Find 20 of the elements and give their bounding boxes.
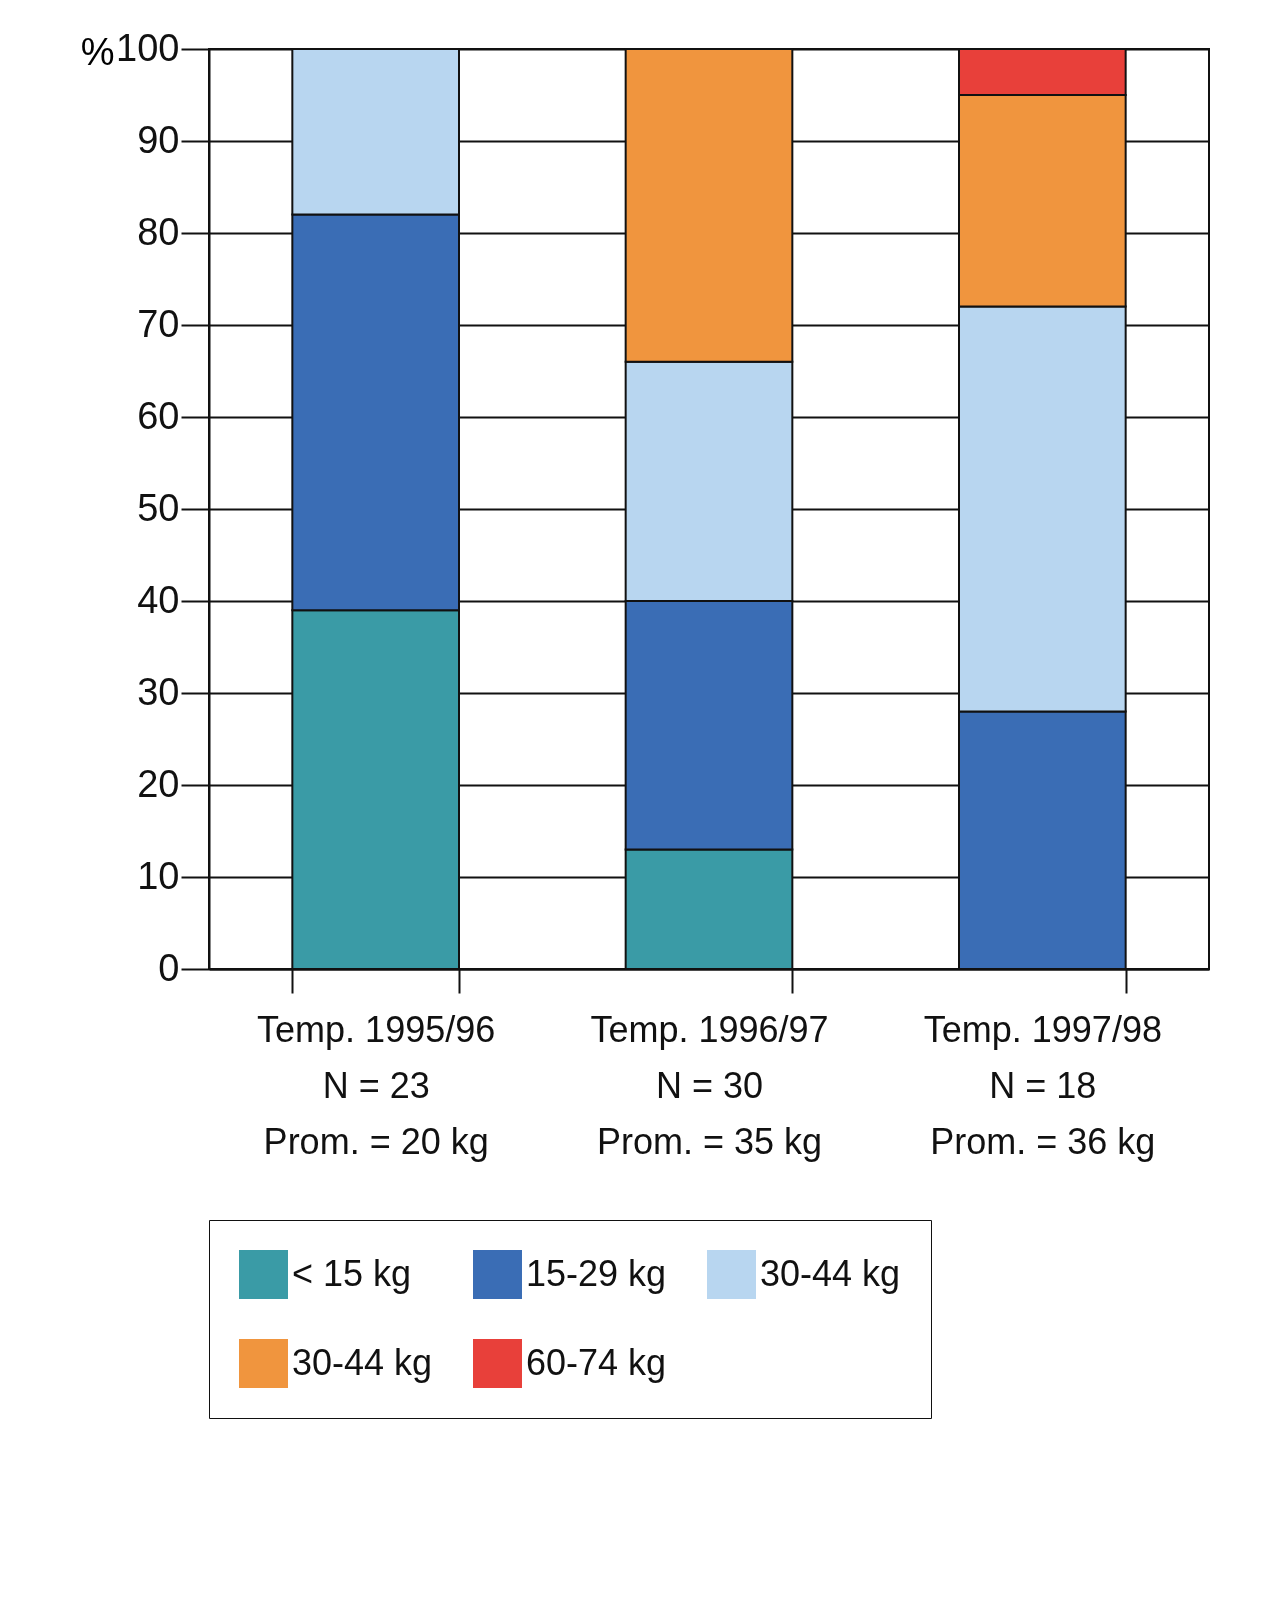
y-axis-title: %	[80, 30, 115, 73]
y-tick-label: 60	[137, 394, 180, 437]
legend-label: < 15 kg	[292, 1252, 412, 1294]
y-tick-label: 0	[158, 946, 180, 989]
y-tick-label: 90	[137, 118, 180, 161]
x-tick-label: Temp. 1995/96 N = 23 Prom. = 20 kg	[257, 1008, 496, 1162]
y-tick-label: 100	[116, 26, 180, 69]
legend-label: 30-44 kg	[292, 1341, 433, 1383]
legend-label: 15-29 kg	[526, 1252, 667, 1294]
y-tick-label: 40	[137, 578, 180, 621]
y-tick-label: 20	[137, 762, 180, 805]
x-tick-label: Temp. 1996/97 N = 30 Prom. = 35 kg	[590, 1008, 829, 1162]
x-tick-label: Temp. 1997/98 N = 18 Prom. = 36 kg	[923, 1008, 1162, 1162]
y-tick-label: 10	[137, 854, 180, 897]
y-tick-label: 70	[137, 302, 180, 345]
legend-label: 30-44 kg	[760, 1252, 901, 1294]
legend-label: 60-74 kg	[526, 1341, 667, 1383]
y-tick-label: 30	[137, 670, 180, 713]
y-tick-label: 50	[137, 486, 180, 529]
y-tick-label: 80	[137, 210, 180, 253]
